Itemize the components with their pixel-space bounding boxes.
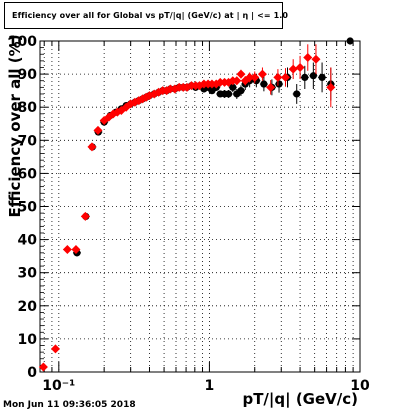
x-tick-label: 1 <box>205 378 215 394</box>
data-point <box>288 64 298 74</box>
y-tick-label: 90 <box>18 67 38 83</box>
data-point <box>311 54 321 64</box>
y-tick-label: 100 <box>8 34 37 50</box>
x-tick-label: 10⁻¹ <box>42 378 75 394</box>
data-point <box>80 211 90 221</box>
y-tick-label: 80 <box>18 100 38 116</box>
series-2 <box>38 44 336 372</box>
series-1 <box>72 37 355 257</box>
data-point <box>250 72 260 82</box>
data-point <box>121 102 131 112</box>
y-tick-label: 70 <box>18 133 38 149</box>
x-tick-label: 10 <box>350 378 370 394</box>
data-point <box>237 87 245 95</box>
data-point <box>295 62 305 72</box>
y-tick-label: 40 <box>18 233 38 249</box>
data-point <box>266 82 276 92</box>
x-axis-label: pT/|q| (GeV/c) <box>242 390 358 408</box>
data-point <box>260 80 268 88</box>
y-tick-label: 50 <box>18 200 38 216</box>
y-tick-label: 20 <box>18 299 38 315</box>
data-point <box>301 73 309 82</box>
data-point <box>38 362 48 372</box>
axis-ticks <box>40 40 361 373</box>
data-point <box>257 69 267 79</box>
data-points <box>38 37 355 372</box>
data-point <box>224 90 233 98</box>
grid-lines <box>40 41 360 372</box>
data-point <box>245 72 255 82</box>
timestamp-footer: Mon Jun 11 09:36:05 2018 <box>3 400 136 410</box>
chart-title: Efficiency over all for Global vs pT/|q|… <box>12 11 289 20</box>
data-point <box>293 90 301 98</box>
tick-labels: 0 10 20 30 40 50 60 70 80 90 100 10⁻¹ 1 10 <box>8 34 370 394</box>
data-point <box>326 82 336 92</box>
data-point <box>71 245 81 255</box>
data-point <box>93 125 103 135</box>
data-point <box>346 37 354 45</box>
data-point <box>87 142 97 152</box>
data-point <box>275 80 283 88</box>
title-box: Efficiency over all for Global vs pT/|q|… <box>4 2 288 29</box>
data-point <box>62 245 72 255</box>
y-axis-label: Efficiency over all (%) <box>6 34 24 218</box>
data-point <box>318 73 326 82</box>
data-point <box>165 84 175 94</box>
data-point <box>309 72 317 80</box>
data-point <box>232 76 242 86</box>
y-tick-label: 60 <box>18 166 38 182</box>
y-tick-label: 10 <box>18 332 38 348</box>
data-point <box>229 83 237 91</box>
data-point <box>280 72 290 82</box>
data-point <box>236 69 246 79</box>
data-point <box>50 344 60 354</box>
data-point <box>273 72 283 82</box>
y-tick-label: 30 <box>18 266 38 282</box>
y-tick-label: 0 <box>27 365 37 381</box>
data-point <box>303 53 313 63</box>
